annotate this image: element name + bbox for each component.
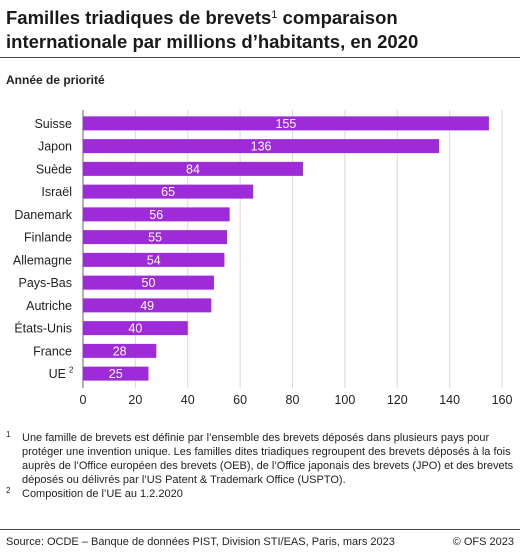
x-tick-label-120: 120 — [387, 393, 408, 407]
data-label-2: 84 — [186, 162, 200, 176]
data-label-9: 40 — [128, 322, 142, 336]
data-label-10: 28 — [113, 344, 127, 358]
bar-8 — [83, 298, 212, 313]
x-tick-label-80: 80 — [286, 393, 300, 407]
category-label-10: France — [33, 344, 72, 358]
footnote-1-mark: 1 — [6, 430, 11, 439]
title-rule — [0, 57, 520, 58]
category-label-9: États-Unis — [14, 321, 72, 336]
x-tick-label-100: 100 — [334, 393, 355, 407]
category-label-7: Pays-Bas — [19, 276, 73, 290]
footnote-2-mark: 2 — [6, 486, 11, 495]
chart-title-part-1: Familles triadiques de brevets — [6, 7, 272, 28]
footnote-2-text: Composition de l’UE au 1.2.2020 — [22, 488, 183, 500]
category-label-2: Suède — [36, 162, 72, 176]
footnote-2: 2 Composition de l’UE au 1.2.2020 — [6, 486, 514, 501]
bar-3 — [83, 184, 254, 199]
data-label-7: 50 — [142, 276, 156, 290]
data-label-1: 136 — [251, 140, 272, 154]
data-label-6: 54 — [147, 253, 161, 267]
category-label-0: Suisse — [34, 117, 72, 131]
category-label-5: Finlande — [24, 231, 72, 245]
copyright: © OFS 2023 — [452, 536, 514, 548]
footnotes: 1 Une famille de brevets est définie par… — [6, 430, 514, 501]
x-tick-label-60: 60 — [233, 393, 247, 407]
chart-grid — [82, 110, 503, 388]
bar-1 — [83, 139, 440, 154]
category-label-4: Danemark — [14, 208, 72, 222]
bar-0 — [83, 116, 489, 131]
bar-6 — [83, 252, 225, 267]
category-label-8: Autriche — [26, 299, 72, 313]
x-tick-label-20: 20 — [128, 393, 142, 407]
chart-title-part-2: comparaison internationale par millions … — [6, 7, 419, 52]
footnote-1-text: Une famille de brevets est définie par l… — [22, 432, 514, 486]
bar-4 — [83, 207, 230, 222]
data-label-3: 65 — [161, 185, 175, 199]
footnote-1: 1 Une famille de brevets est définie par… — [6, 430, 514, 487]
bar-2 — [83, 161, 303, 176]
footer-rule — [0, 529, 520, 530]
bar-10 — [83, 343, 157, 358]
chart-title: Familles triadiques de brevets1 comparai… — [6, 3, 514, 54]
source-note: Source: OCDE – Banque de données PIST, D… — [6, 536, 395, 548]
chart-subtitle: Année de priorité — [6, 73, 105, 87]
chart-x-axis: 0 20 40 60 80 100 120 140 160 — [80, 393, 513, 407]
data-label-8: 49 — [140, 299, 154, 313]
x-tick-label-0: 0 — [80, 393, 87, 407]
data-label-11: 25 — [109, 367, 123, 381]
bar-11 — [83, 366, 149, 381]
category-label-1: Japon — [38, 140, 72, 154]
category-superscript-11: 2 — [69, 366, 74, 375]
bar-9 — [83, 321, 188, 336]
data-label-4: 56 — [149, 208, 163, 222]
title-footnote-mark: 1 — [271, 9, 278, 21]
category-label-3: Israël — [41, 185, 72, 199]
x-tick-label-140: 140 — [439, 393, 460, 407]
data-label-0: 155 — [276, 117, 297, 131]
x-tick-label-160: 160 — [492, 393, 513, 407]
category-label-11: UE — [49, 367, 66, 381]
category-label-6: Allemagne — [13, 253, 72, 267]
chart-category-labels: Suisse Japon Suède Israël Danemark Finlande Al… — [13, 117, 74, 381]
data-label-5: 55 — [148, 231, 162, 245]
bar-7 — [83, 275, 214, 290]
bar-5 — [83, 230, 228, 245]
x-tick-label-40: 40 — [181, 393, 195, 407]
